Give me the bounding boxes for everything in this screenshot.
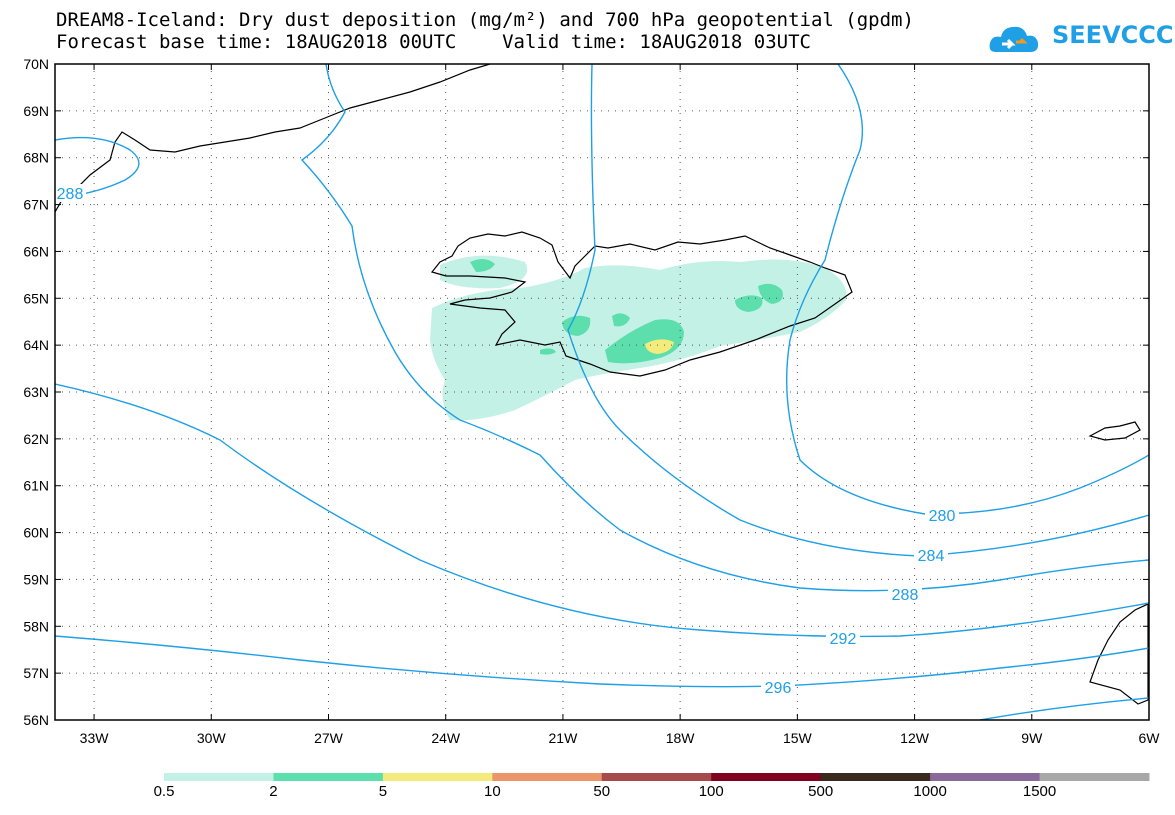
longitude-label: 9W: [1021, 730, 1043, 746]
contour-line: [55, 635, 1149, 688]
latitude-label: 70N: [23, 56, 49, 72]
dust-fill-high: [645, 339, 674, 354]
colorbar-label: 100: [698, 783, 724, 800]
latitude-label: 59N: [23, 571, 49, 587]
colorbar-label: 5: [378, 783, 388, 800]
logo-text: SEEVCCC: [1052, 21, 1174, 49]
dust-fill-mid: [540, 348, 556, 355]
dust-fill-mid: [612, 313, 630, 327]
cloud-logo-icon: [989, 26, 1039, 52]
colorbar-label: 500: [808, 783, 834, 800]
axis-ticks: [55, 63, 1150, 721]
latitude-label: 57N: [23, 665, 49, 681]
colorbar-swatch: [601, 773, 712, 781]
latitude-label: 64N: [23, 337, 49, 353]
dust-fill-mid: [758, 283, 783, 304]
contour-line: [55, 136, 140, 201]
colorbar-swatch: [1039, 773, 1150, 781]
contour-label: 284: [918, 548, 945, 565]
colorbar-swatch: [711, 773, 822, 781]
colorbar-swatch: [492, 773, 603, 781]
scotland-coastline: [1089, 603, 1149, 705]
contour-line: [567, 64, 1149, 557]
graticule: [55, 64, 1149, 720]
latitude-label: 56N: [23, 712, 49, 728]
longitude-label: 24W: [431, 730, 461, 746]
contour-label: 288: [892, 587, 919, 604]
dust-fill-mid: [470, 258, 495, 272]
greenland-coastline: [55, 64, 491, 213]
latitude-label: 58N: [23, 618, 49, 634]
longitude-label: 12W: [900, 730, 930, 746]
latitude-label: 63N: [23, 384, 49, 400]
colorbar-label: 1500: [1022, 783, 1057, 800]
longitude-label: 33W: [80, 730, 110, 746]
latitude-label: 69N: [23, 103, 49, 119]
longitude-label: 30W: [197, 730, 227, 746]
longitude-label: 27W: [314, 730, 344, 746]
contour-line: [979, 697, 1149, 720]
latitude-label: 66N: [23, 243, 49, 259]
longitude-axis-labels: 33W 30W 27W 24W 21W 18W 15W 12W 9W 6W: [80, 730, 1161, 746]
latitude-label: 60N: [23, 525, 49, 541]
map-subtitle-times: Forecast base time: 18AUG2018 00UTC Vali…: [56, 31, 811, 53]
colorbar-label: 2: [269, 783, 278, 800]
latitude-label: 65N: [23, 290, 49, 306]
contour-line: [55, 383, 1149, 638]
faroe-coastline: [1088, 421, 1141, 441]
dust-fill-mid: [735, 295, 763, 312]
contour-line: [785, 64, 1149, 515]
dust-deposition-field: [430, 255, 847, 421]
colorbar-swatch: [273, 773, 384, 781]
latitude-label: 68N: [23, 150, 49, 166]
contour-label: 280: [929, 508, 956, 525]
colorbar-label: 1000: [913, 783, 947, 800]
map-title: DREAM8-Iceland: Dry dust deposition (mg/…: [56, 9, 914, 31]
iceland-coastline: [430, 231, 853, 377]
longitude-label: 21W: [549, 730, 579, 746]
dust-fill-mid: [562, 315, 591, 336]
latitude-axis-labels: 56N 57N 58N 59N 60N 61N 62N 63N 64N 65N 66N 67N 68N 6…: [23, 56, 49, 728]
contour-label: 292: [830, 631, 857, 648]
latitude-label: 61N: [23, 478, 49, 494]
colorbar: [164, 773, 1150, 781]
colorbar-label: 50: [593, 783, 611, 800]
contour-label: 296: [765, 680, 792, 697]
colorbar-swatch: [930, 773, 1041, 781]
longitude-label: 18W: [666, 730, 696, 746]
colorbar-swatch: [164, 773, 274, 781]
colorbar-swatch: [820, 773, 931, 781]
contour-label: 288: [57, 186, 84, 203]
latitude-label: 62N: [23, 431, 49, 447]
colorbar-label: 10: [483, 783, 501, 800]
colorbar-label: 0.5: [153, 783, 175, 800]
contour-labels: 280 284 288 292 296 288: [54, 184, 959, 697]
colorbar-swatch: [382, 773, 493, 781]
latitude-label: 67N: [23, 197, 49, 213]
coastlines: [55, 64, 1149, 705]
longitude-label: 15W: [783, 730, 813, 746]
dust-fill-low: [440, 255, 528, 289]
longitude-label: 6W: [1139, 730, 1161, 746]
